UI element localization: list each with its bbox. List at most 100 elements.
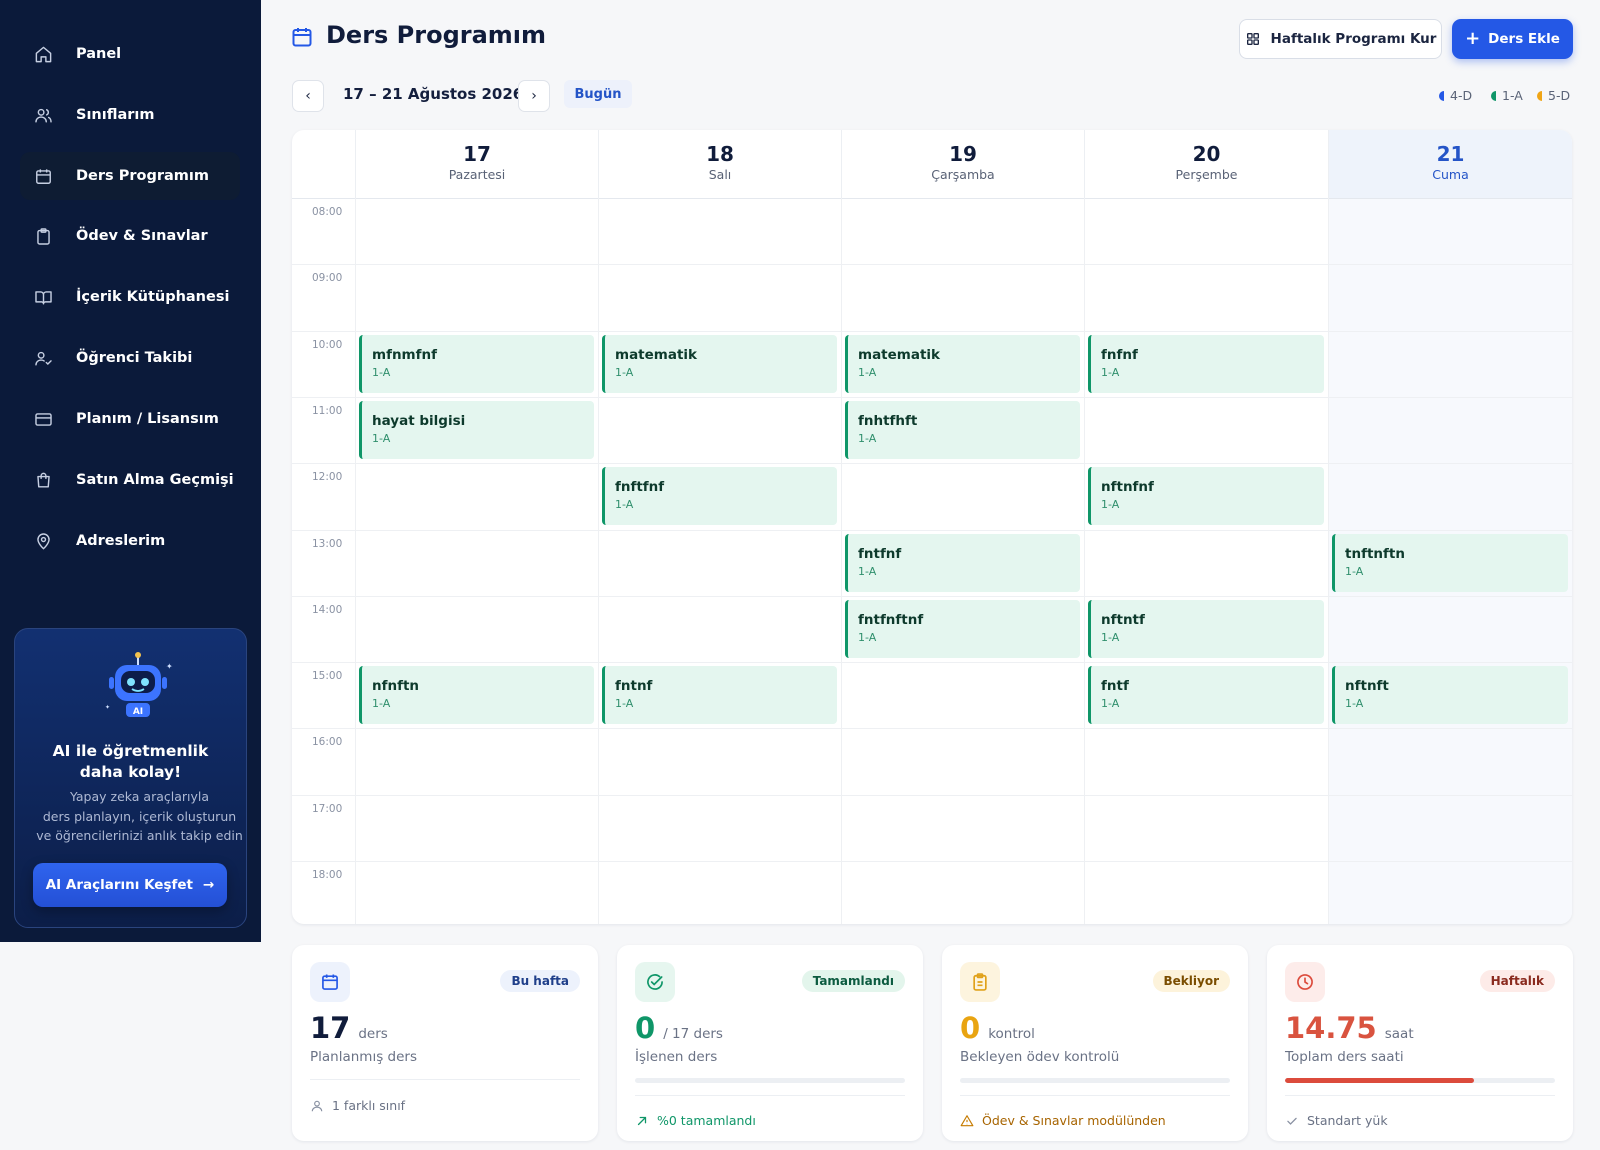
sidebar-item-label: Planım / Lisansım — [76, 411, 219, 427]
lesson-event[interactable]: tnftnftn 1-A — [1332, 533, 1568, 592]
progress-bar — [960, 1078, 1230, 1083]
day-header[interactable]: 18 Salı — [598, 130, 841, 198]
time-label: 14:00 — [312, 603, 343, 616]
lesson-event[interactable]: fnftfnf 1-A — [602, 467, 837, 526]
sidebar-item-label: Ders Programım — [76, 168, 209, 184]
calendar-icon — [32, 165, 54, 187]
lesson-title: fntfnftnf — [858, 611, 924, 628]
weekly-schedule-button[interactable]: Haftalık Programı Kur — [1239, 19, 1442, 59]
sidebar-item-label: Sınıflarım — [76, 107, 155, 123]
chevron-left-icon: ‹ — [305, 88, 311, 104]
stat-value: 0 — [635, 1011, 656, 1045]
next-week-button[interactable]: › — [518, 80, 550, 112]
ai-card-description: Yapay zeka araçlarıyla ders planlayın, i… — [36, 789, 243, 843]
stat-label: Planlanmış ders — [310, 1049, 417, 1065]
progress-bar — [635, 1078, 905, 1083]
hour-divider — [292, 264, 1572, 266]
lesson-title: nfnftn — [372, 678, 420, 695]
time-label: 10:00 — [312, 338, 343, 351]
lesson-class: 1-A — [1345, 564, 1364, 578]
time-label: 17:00 — [312, 802, 343, 815]
sidebar-item-panel[interactable]: Panel — [20, 30, 240, 78]
lesson-title: fnfnf — [1101, 346, 1138, 363]
lesson-title: fnhtfhft — [858, 412, 918, 429]
stat-card-pending: Bekliyor 0 kontrol Bekleyen ödev kontrol… — [942, 945, 1248, 1141]
hour-divider — [292, 396, 1572, 398]
sidebar-item-label: Panel — [76, 46, 122, 62]
lesson-event[interactable]: matematik 1-A — [602, 334, 837, 393]
lesson-event[interactable]: fnfnf 1-A — [1088, 334, 1324, 393]
add-lesson-button[interactable]: + Ders Ekle — [1452, 19, 1573, 59]
stat-label: İşlenen ders — [635, 1049, 718, 1065]
divider — [1285, 1095, 1555, 1096]
time-label: 15:00 — [312, 670, 343, 683]
day-header[interactable]: 20 Perşembe — [1084, 130, 1328, 198]
legend-item: 5-D — [1537, 88, 1570, 103]
home-icon — [32, 43, 54, 65]
sidebar-item-library[interactable]: İçerik Kütüphanesi — [20, 273, 240, 321]
stat-card-hours: Haftalık 14.75 saat Toplam ders saati St… — [1267, 945, 1573, 1141]
previous-week-button[interactable]: ‹ — [292, 80, 324, 112]
legend-color — [1439, 90, 1444, 101]
lesson-title: nftntf — [1101, 611, 1145, 628]
today-button[interactable]: Bugün — [564, 80, 632, 108]
lesson-title: nftnft — [1345, 678, 1389, 695]
sidebar-item-tracking[interactable]: Öğrenci Takibi — [20, 334, 240, 382]
lesson-event[interactable]: fnhtfhft 1-A — [845, 400, 1080, 460]
lesson-class: 1-A — [615, 697, 634, 711]
sidebar-item-addresses[interactable]: Adreslerim — [20, 517, 240, 565]
credit-card-icon — [32, 408, 54, 430]
lesson-event[interactable]: nftnft 1-A — [1332, 666, 1568, 725]
sidebar-item-label: Ödev & Sınavlar — [76, 228, 208, 244]
sidebar-item-schedule[interactable]: Ders Programım — [20, 152, 240, 200]
clock-icon — [1285, 962, 1325, 1002]
lesson-class: 1-A — [372, 431, 391, 445]
lesson-event[interactable]: mfnmfnf 1-A — [359, 334, 594, 393]
day-header-today[interactable]: 21 Cuma — [1328, 130, 1572, 198]
lesson-event[interactable]: fntnf 1-A — [602, 666, 837, 725]
lesson-title: fntf — [1101, 678, 1129, 695]
sidebar-item-license[interactable]: Planım / Lisansım — [20, 395, 240, 443]
stat-footer: %0 tamamlandı — [657, 1113, 756, 1128]
ai-badge-text: AI — [133, 707, 143, 717]
lesson-event[interactable]: fntfnf 1-A — [845, 533, 1080, 592]
explore-ai-tools-button[interactable]: AI Araçlarını Keşfet → — [33, 863, 227, 907]
user-check-icon — [32, 347, 54, 369]
weekly-calendar: 17 Pazartesi 18 Salı 19 Çarşamba 20 Perş… — [292, 130, 1572, 924]
lesson-event[interactable]: fntfnftnf 1-A — [845, 599, 1080, 659]
lesson-event[interactable]: hayat bilgisi 1-A — [359, 400, 594, 460]
lesson-event[interactable]: fntf 1-A — [1088, 666, 1324, 725]
divider — [635, 1095, 905, 1096]
stat-unit: kontrol — [988, 1026, 1035, 1042]
lesson-event[interactable]: matematik 1-A — [845, 334, 1080, 393]
progress-bar-fill — [1285, 1078, 1474, 1083]
stat-footer: Ödev & Sınavlar modülünden — [982, 1113, 1166, 1128]
page-title: Ders Programım — [326, 21, 547, 49]
robot-icon: AI ✦ ✦ — [105, 652, 173, 717]
lesson-event[interactable]: nftnfnf 1-A — [1088, 467, 1324, 526]
hour-divider — [292, 662, 1572, 664]
sidebar-item-purchases[interactable]: Satın Alma Geçmişi — [20, 456, 240, 504]
day-header[interactable]: 17 Pazartesi — [355, 130, 598, 198]
lesson-class: 1-A — [858, 365, 877, 379]
lesson-class: 1-A — [372, 697, 391, 711]
lesson-title: nftnfnf — [1101, 479, 1154, 496]
time-label: 16:00 — [312, 736, 343, 749]
lesson-class: 1-A — [858, 630, 877, 644]
status-badge: Bekliyor — [1152, 970, 1230, 992]
lesson-class: 1-A — [372, 365, 391, 379]
lesson-event[interactable]: nfnftn 1-A — [359, 666, 594, 725]
check-circle-icon — [635, 962, 675, 1002]
day-header[interactable]: 19 Çarşamba — [841, 130, 1084, 198]
warning-icon — [960, 1114, 974, 1126]
sidebar-item-classes[interactable]: Sınıflarım — [20, 91, 240, 139]
divider — [841, 198, 842, 924]
stat-footer: 1 farklı sınıf — [332, 1098, 406, 1113]
check-icon — [1287, 1117, 1297, 1125]
grid-icon — [1246, 33, 1259, 45]
status-badge: Bu hafta — [500, 970, 580, 992]
time-label: 18:00 — [312, 869, 343, 881]
lesson-event[interactable]: nftntf 1-A — [1088, 599, 1324, 659]
legend-item: 1-A — [1491, 88, 1523, 103]
sidebar-item-assignments[interactable]: Ödev & Sınavlar — [20, 212, 240, 260]
